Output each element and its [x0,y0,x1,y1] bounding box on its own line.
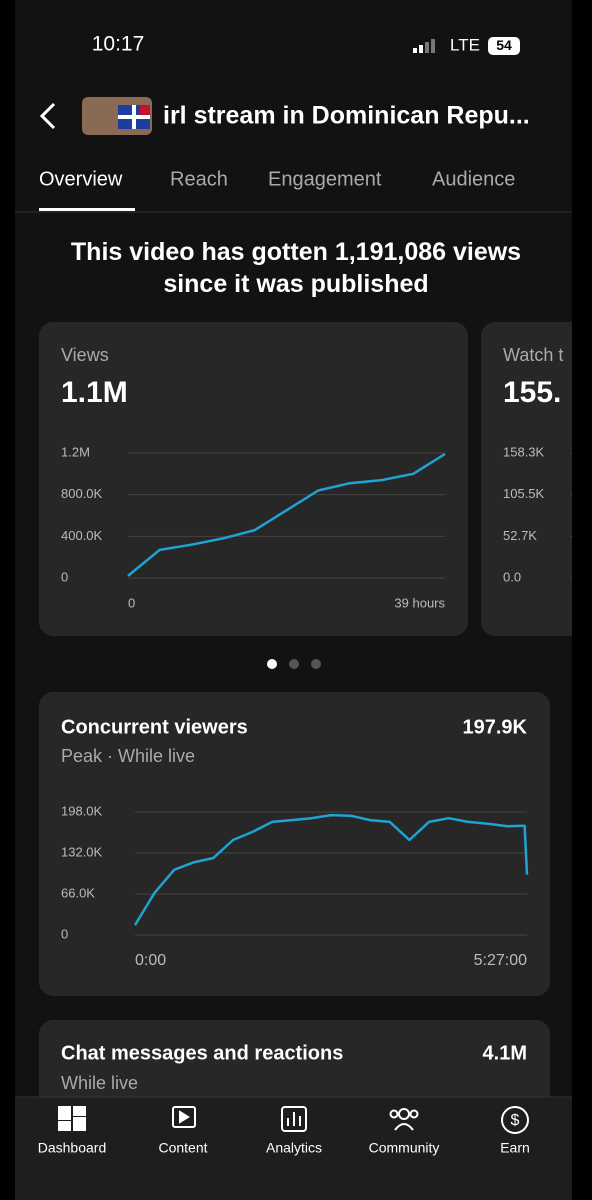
y-tick-label: 800.0K [61,486,103,501]
card-metric: 4.1M [483,1042,527,1064]
nav-labels: Dashboard Content Analytics Community Earn [38,1140,530,1156]
y-tick-label: 1.2M [61,444,90,459]
y-tick-label: 0 [61,926,68,941]
card-clip: Watch t 155. 0.0 52.7K 105.5K 158.3K [503,345,572,584]
card-title: Chat messages and reactions [61,1042,343,1064]
y-tick-label: 132.0K [61,844,103,859]
page-dot[interactable] [311,659,321,669]
line [127,452,446,577]
card-title: Concurrent viewers [61,716,248,738]
x-tick-label: 0:00 [135,952,166,969]
network: LTE [450,35,480,54]
card-title: Views [61,345,109,365]
headline: This video has gotten 1,191,086 views si… [70,238,522,298]
frame [572,0,592,1200]
x-tick-label: 39 hours [394,595,445,610]
time: 10:17 [92,33,145,56]
thumbnail [82,97,152,135]
nav-item[interactable]: Dashboard [38,1140,107,1156]
card-metric: 155. [503,376,561,409]
y-tick-label: 0.0 [503,569,521,584]
battery [488,37,520,55]
nav-icons: $ [58,1106,529,1134]
page-dot[interactable] [267,659,277,669]
y-tick-label: 198.0K [61,803,103,818]
frame [0,0,15,1200]
y-tick-label: 158.3K [503,444,545,459]
y-tick-label: 105.5K [503,486,545,501]
y-tick-label: 52.7K [503,528,537,543]
y-tick-label: 66.0K [61,885,95,900]
line [133,813,529,926]
y-tick-label: 400.0K [61,528,103,543]
card [481,322,592,636]
nav-item[interactable]: Community [369,1140,440,1156]
card-metric: 197.9K [463,716,528,738]
card [39,692,550,996]
page-dot[interactable] [289,659,299,669]
signal [413,39,435,53]
tab[interactable]: Overview [39,168,123,190]
card [39,322,468,636]
card-metric: 1.1M [61,376,128,409]
nav-item[interactable]: Earn [500,1140,530,1156]
card-title: Watch t [503,345,563,365]
card-subtitle: Peak · While live [61,746,195,766]
tab[interactable]: Audience [432,168,515,190]
nav-item[interactable]: Analytics [266,1140,322,1156]
card-subtitle: While live [61,1073,138,1093]
svg-text:$: $ [511,1112,520,1129]
tab[interactable]: Engagement [268,168,382,190]
nav-item[interactable]: Content [158,1140,207,1156]
x-tick-label: 5:27:00 [474,952,527,969]
video-title: irl stream in Dominican Repu... [163,102,530,130]
x-tick-label: 0 [128,595,135,610]
battery-level: 54 [496,37,512,53]
tab[interactable]: Reach [170,168,228,190]
tab-indicator [39,208,135,211]
y-tick-label: 0 [61,569,68,584]
back-button[interactable] [39,102,56,130]
